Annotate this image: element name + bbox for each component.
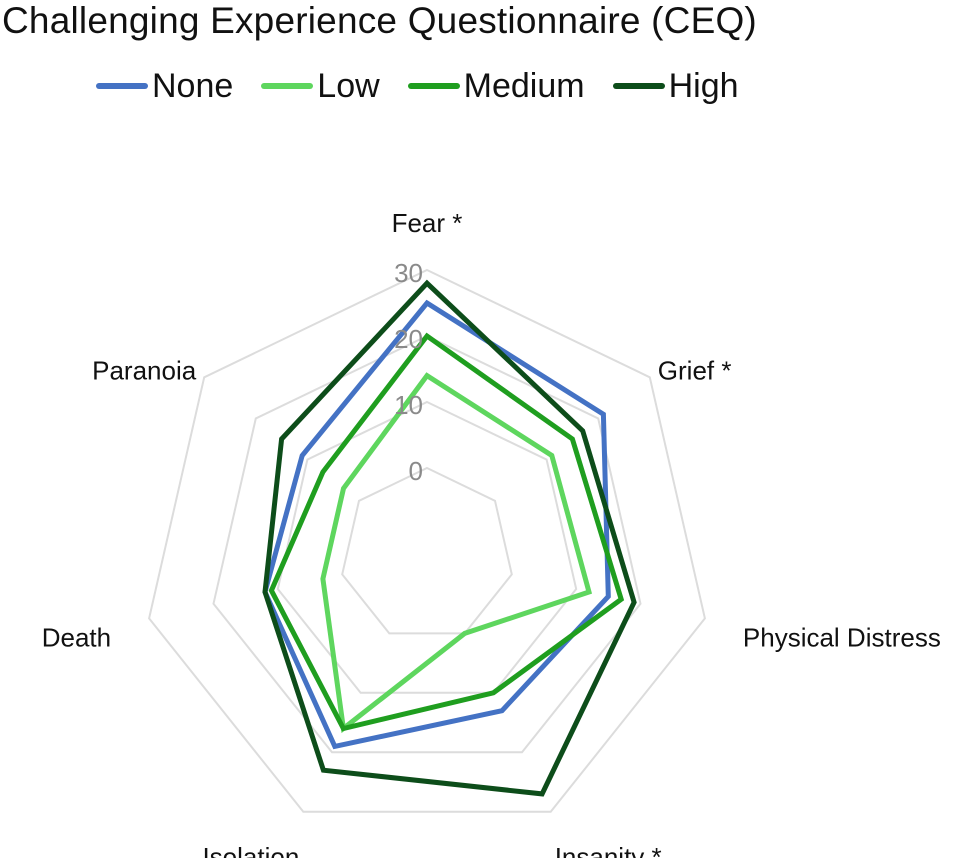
- legend-item-none: None: [96, 67, 233, 106]
- axis-label-death: Death: [42, 622, 111, 652]
- legend-item-medium: Medium: [407, 66, 585, 106]
- legend-label-high: High: [668, 66, 739, 105]
- tick-label-10: 10: [394, 390, 423, 420]
- tick-label-30: 30: [394, 258, 423, 288]
- axis-label-paranoia: Paranoia: [92, 355, 197, 385]
- legend-swatch-medium: [407, 83, 460, 89]
- legend-label-none: None: [152, 66, 234, 105]
- legend-label-medium: Medium: [463, 66, 585, 105]
- legend-swatch-none: [96, 83, 148, 89]
- axis-label-insanity: Insanity *: [555, 842, 662, 858]
- legend-swatch-low: [261, 83, 314, 89]
- grid-ring-30: [148, 268, 706, 813]
- grid-ring-10: [276, 400, 578, 694]
- axis-label-isolation: Isolation: [202, 842, 299, 858]
- legend: None Low Medium High: [96, 62, 767, 110]
- chart-title: Challenging Experience Questionnaire (CE…: [2, 0, 757, 41]
- series-line-medium: [268, 332, 625, 732]
- series-line-high: [262, 279, 637, 797]
- tick-label-0: 0: [409, 456, 423, 486]
- grid-ring-0: [341, 466, 513, 635]
- axis-label-fear: Fear *: [392, 208, 463, 238]
- series-line-low: [320, 372, 593, 734]
- tick-label-20: 20: [394, 324, 423, 354]
- legend-swatch-high: [612, 83, 665, 89]
- legend-item-high: High: [612, 66, 739, 106]
- legend-label-low: Low: [317, 66, 380, 105]
- axis-label-grief: Grief *: [658, 355, 732, 385]
- series-line-none: [262, 299, 611, 750]
- legend-item-low: Low: [261, 66, 380, 106]
- axis-label-physical-distress: Physical Distress: [743, 622, 941, 652]
